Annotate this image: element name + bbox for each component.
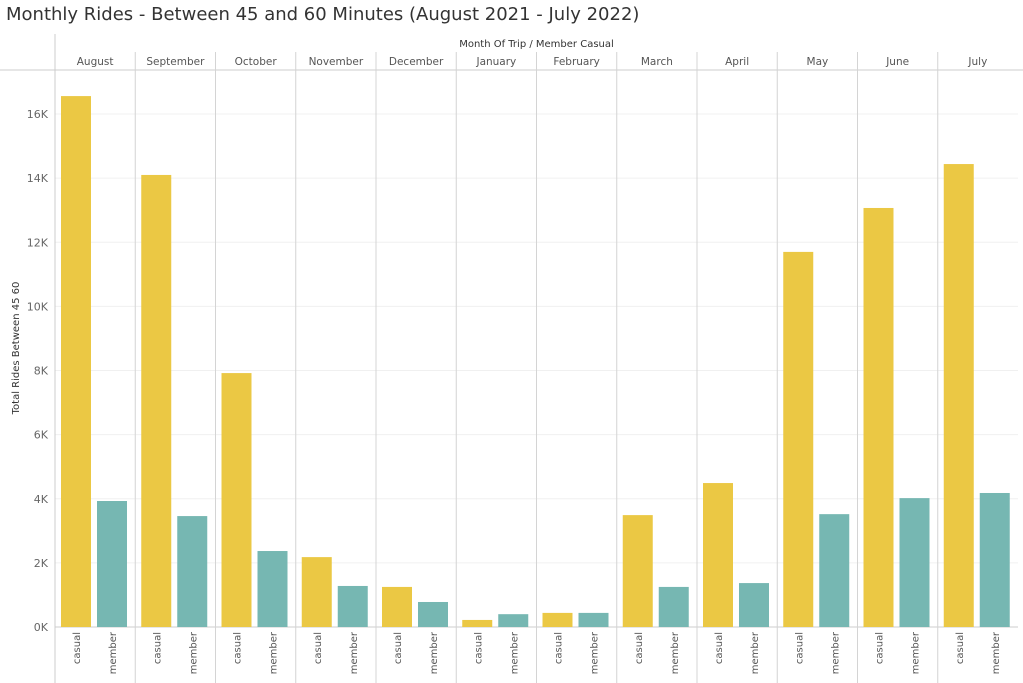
- member-type-label: member: [590, 631, 601, 674]
- bar-member: [578, 612, 609, 627]
- month-label: January: [475, 56, 516, 68]
- bar-casual: [703, 483, 733, 627]
- member-type-label: casual: [554, 632, 565, 664]
- bar-member: [739, 583, 769, 627]
- y-tick-label: 16K: [27, 108, 49, 121]
- bar-member: [257, 551, 288, 627]
- bar-casual: [542, 612, 573, 627]
- member-type-label: member: [188, 631, 199, 674]
- member-type-label: casual: [473, 632, 484, 664]
- member-type-label: casual: [233, 632, 244, 664]
- member-type-label: casual: [714, 632, 725, 664]
- bar-member: [97, 501, 127, 627]
- member-type-label: member: [429, 631, 440, 674]
- bar-member: [498, 614, 529, 627]
- member-type-label: member: [830, 631, 841, 674]
- member-type-label: member: [911, 631, 922, 674]
- bar-member: [899, 498, 930, 627]
- y-tick-label: 12K: [27, 236, 49, 249]
- y-tick-label: 6K: [34, 429, 49, 442]
- bar-member: [418, 601, 448, 627]
- member-type-label: member: [750, 631, 761, 674]
- member-type-label: casual: [875, 632, 886, 664]
- bar-casual: [943, 164, 974, 628]
- month-label: November: [309, 56, 364, 68]
- y-tick-label: 14K: [27, 172, 49, 185]
- bar-casual: [301, 557, 332, 627]
- member-type-label: casual: [152, 632, 163, 664]
- y-tick-label: 4K: [34, 493, 49, 506]
- member-type-label: casual: [313, 632, 324, 664]
- month-label: May: [807, 56, 829, 68]
- y-tick-label: 0K: [34, 621, 49, 634]
- month-label: July: [967, 56, 987, 68]
- member-type-label: member: [991, 631, 1002, 674]
- member-type-label: member: [670, 631, 681, 674]
- member-type-label: casual: [393, 632, 404, 664]
- month-label: April: [725, 56, 749, 68]
- member-type-label: member: [108, 631, 119, 674]
- bar-casual: [141, 174, 172, 628]
- month-label: December: [389, 56, 444, 68]
- bar-member: [979, 492, 1010, 627]
- month-label: March: [641, 56, 673, 68]
- y-tick-label: 10K: [27, 300, 49, 313]
- y-tick-label: 2K: [34, 557, 49, 570]
- member-type-label: member: [349, 631, 360, 674]
- member-type-label: casual: [955, 632, 966, 664]
- bar-casual: [783, 251, 814, 627]
- bar-member: [177, 516, 208, 627]
- month-label: October: [235, 56, 278, 68]
- month-label: June: [885, 56, 909, 68]
- y-tick-label: 8K: [34, 365, 49, 378]
- bar-member: [337, 585, 368, 627]
- month-label: August: [77, 56, 114, 68]
- member-type-label: member: [269, 631, 280, 674]
- bar-member: [819, 514, 850, 627]
- bar-casual: [462, 619, 493, 627]
- month-label: September: [146, 56, 205, 68]
- y-axis-title: Total Rides Between 45 60: [11, 282, 22, 416]
- bar-member: [658, 586, 689, 627]
- x-axis-title: Month Of Trip / Member Casual: [459, 39, 614, 50]
- bar-casual: [221, 373, 252, 627]
- member-type-label: casual: [634, 632, 645, 664]
- member-type-label: member: [509, 631, 520, 674]
- member-type-label: casual: [72, 632, 83, 664]
- bar-casual: [622, 515, 653, 627]
- bar-casual: [863, 207, 894, 627]
- member-type-label: casual: [794, 632, 805, 664]
- chart-title: Monthly Rides - Between 45 and 60 Minute…: [6, 4, 640, 25]
- bar-casual: [382, 586, 412, 627]
- bar-casual: [61, 96, 91, 627]
- month-label: February: [553, 56, 600, 68]
